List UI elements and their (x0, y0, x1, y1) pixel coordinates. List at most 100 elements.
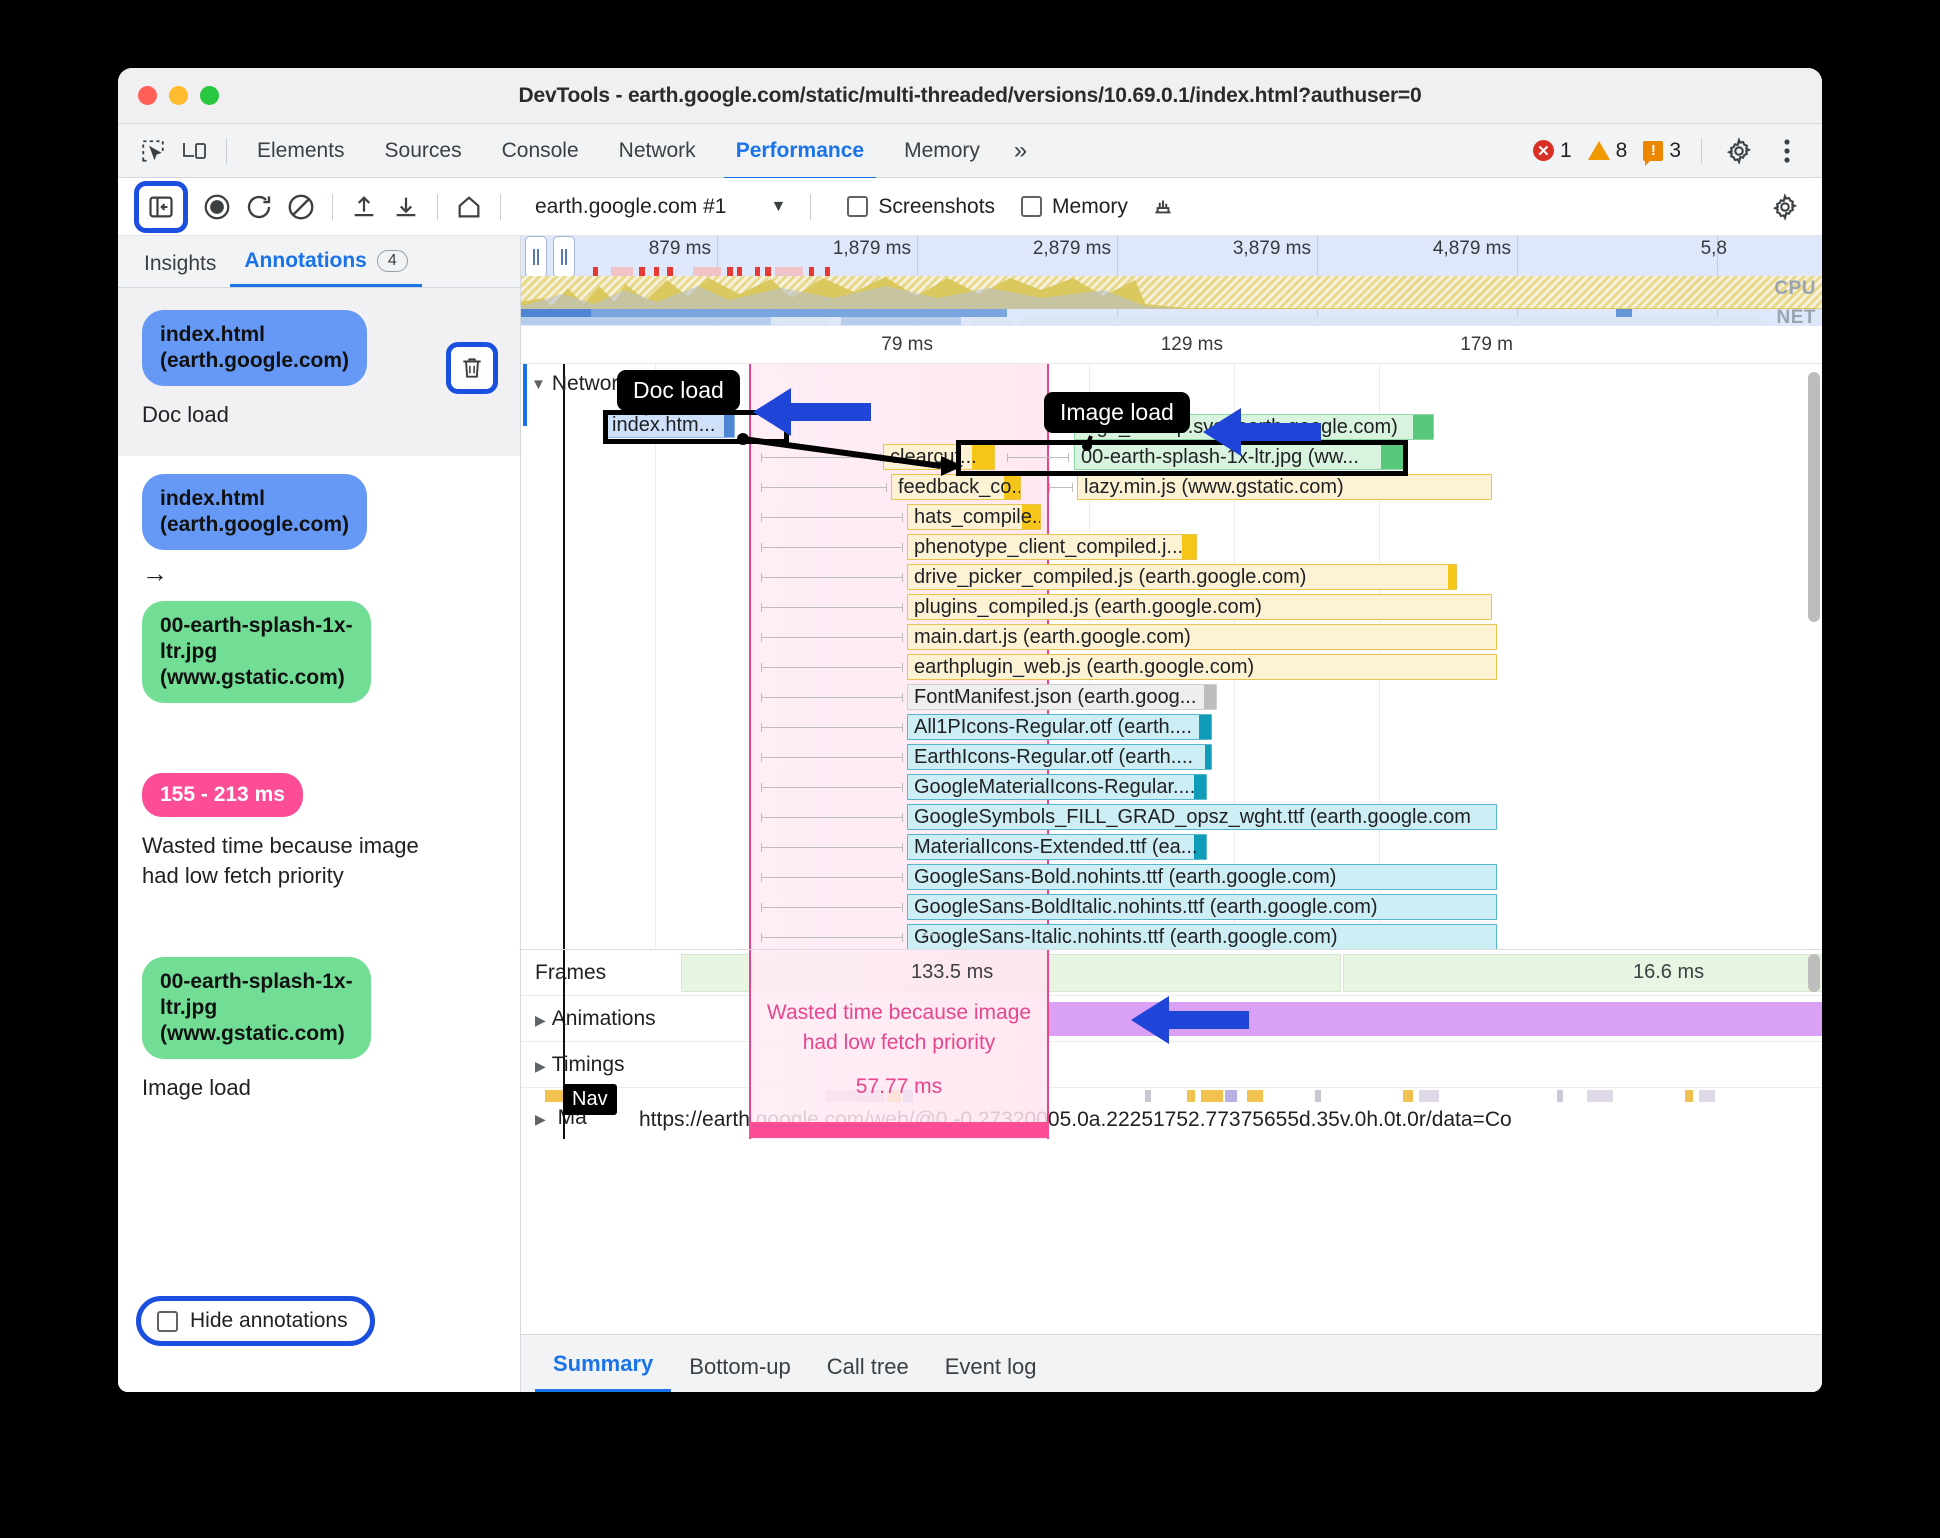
gear-icon[interactable] (1718, 131, 1760, 171)
toolbar-divider-4 (500, 193, 501, 220)
tab-event-log[interactable]: Event log (944, 1354, 1037, 1379)
screenshots-checkbox[interactable]: Screenshots (847, 195, 995, 219)
nav-marker-callout: Nav (563, 1084, 617, 1115)
request-download-tail (1413, 415, 1433, 439)
flame-chart-tracks[interactable]: ▼ Network index.htm... clearcut... 00-eart… (521, 364, 1822, 949)
kebab-menu-icon[interactable] (1766, 131, 1808, 171)
network-request-bar[interactable]: phenotype_client_compiled.j... (907, 534, 1197, 560)
main-thread-row[interactable]: Ma https://earth.google.com/web/@0,-0.27… (521, 1084, 1822, 1140)
tab-performance[interactable]: Performance (716, 135, 884, 167)
record-icon[interactable] (196, 187, 238, 227)
clear-icon[interactable] (280, 187, 322, 227)
overview-right-handle[interactable] (553, 236, 575, 278)
track-resize-handle[interactable]: ⋯ (921, 921, 945, 946)
tab-elements[interactable]: Elements (257, 138, 345, 162)
memory-checkbox[interactable]: Memory (1021, 195, 1128, 219)
upload-profile-icon[interactable] (343, 187, 385, 227)
marker-line-pink-1 (749, 364, 751, 949)
download-profile-icon[interactable] (385, 187, 427, 227)
network-request-bar[interactable]: GoogleSymbols_FILL_GRAD_opsz_wght.ttf (e… (907, 804, 1497, 830)
info-counter[interactable]: ! 3 (1643, 139, 1681, 166)
bottom-tracks: Frames 133.5 ms 16.6 ms Animations (521, 949, 1822, 1139)
request-whisker (761, 663, 903, 672)
info-icon: ! (1643, 140, 1664, 166)
flame-vertical-scrollbar[interactable] (1808, 372, 1820, 622)
performance-main-panel: 879 ms 1,879 ms 2,879 ms 3,879 ms 4,879 … (521, 236, 1822, 1392)
tab-console[interactable]: Console (501, 138, 579, 162)
network-request-bar[interactable]: MaterialIcons-Extended.ttf (ea... (907, 834, 1207, 860)
more-tabs-icon[interactable]: » (1013, 136, 1028, 164)
annotation-item-time-range[interactable]: 155 - 213 ms Wasted time because image h… (118, 729, 520, 917)
devtools-tabbar: Elements Sources Console Network Perform… (118, 124, 1822, 180)
device-toolbar-icon[interactable] (174, 131, 216, 171)
network-request-bar[interactable]: GoogleSans-Italic.nohints.ttf (earth.goo… (907, 924, 1497, 949)
network-request-bar[interactable]: lazy.min.js (www.gstatic.com) (1077, 474, 1492, 500)
warning-counter[interactable]: 8 (1587, 138, 1628, 163)
annotation-chip-index-html[interactable]: index.html (earth.google.com) (142, 310, 368, 387)
flame-tick-0: 79 ms (881, 334, 933, 355)
annotation-chip-splash-jpg-2[interactable]: 00-earth-splash-1x- ltr.jpg (www.gstatic… (142, 956, 371, 1060)
bottom-scrollbar[interactable] (1808, 954, 1820, 992)
tab-network[interactable]: Network (618, 138, 696, 162)
request-download-tail (1182, 535, 1196, 559)
sidebar-tab-annotations[interactable]: Annotations 4 (230, 249, 422, 287)
network-request-bar[interactable]: hats_compile... (907, 504, 1041, 530)
tab-sources[interactable]: Sources (384, 138, 462, 162)
trace-selector[interactable]: earth.google.com #1 ▼ (535, 195, 786, 219)
network-request-bar[interactable]: main.dart.js (earth.google.com) (907, 624, 1497, 650)
overview-left-handle[interactable] (525, 236, 547, 278)
timings-row[interactable]: Timings (521, 1042, 1822, 1088)
network-request-bar[interactable]: earthplugin_web.js (earth.google.com) (907, 654, 1497, 680)
doc-load-blue-arrow-icon (753, 388, 871, 436)
request-label: FontManifest.json (earth.goog... (914, 685, 1197, 708)
annotation-chip-splash-jpg[interactable]: 00-earth-splash-1x- ltr.jpg (www.gstatic… (142, 601, 371, 704)
capture-settings-gear-icon[interactable] (1764, 187, 1806, 227)
sidebar-tab-insights[interactable]: Insights (144, 252, 217, 275)
network-request-bar[interactable]: feedback_co... (891, 474, 1021, 500)
network-request-bar[interactable]: drive_picker_compiled.js (earth.google.c… (907, 564, 1457, 590)
time-range-selection-bottom[interactable] (749, 950, 1049, 1139)
tab-call-tree[interactable]: Call tree (826, 1354, 909, 1379)
reload-record-icon[interactable] (238, 187, 280, 227)
close-window-button[interactable] (138, 86, 157, 105)
network-group-header[interactable]: ▼ Network (531, 372, 629, 396)
request-download-tail (1194, 775, 1206, 799)
delete-annotation-button[interactable] (446, 342, 498, 394)
annotation-item-doc-load[interactable]: index.html (earth.google.com) Doc load (118, 288, 520, 456)
hide-annotations-checkbox[interactable]: Hide annotations (136, 1296, 375, 1346)
window-title: DevTools - earth.google.com/static/multi… (518, 83, 1422, 107)
request-whisker (761, 453, 881, 462)
doc-load-callout: Doc load (617, 370, 740, 411)
performance-toolbar: earth.google.com #1 ▼ Screenshots Memory (118, 178, 1822, 236)
maximize-window-button[interactable] (200, 86, 219, 105)
request-label: drive_picker_compiled.js (earth.google.c… (914, 565, 1307, 588)
frame-duration-1: 16.6 ms (1633, 961, 1705, 983)
tab-summary[interactable]: Summary (535, 1351, 672, 1392)
network-request-bar[interactable]: FontManifest.json (earth.goog... (907, 684, 1217, 710)
network-request-bar[interactable]: All1PIcons-Regular.otf (earth.... (907, 714, 1212, 740)
tab-bottom-up[interactable]: Bottom-up (689, 1354, 791, 1379)
network-request-bar[interactable]: GoogleSans-Bold.nohints.ttf (earth.googl… (907, 864, 1497, 890)
landing-page-icon[interactable] (448, 187, 490, 227)
network-request-bar[interactable]: plugins_compiled.js (earth.google.com) (907, 594, 1492, 620)
inspect-element-icon[interactable] (132, 131, 174, 171)
annotation-chip-time-range[interactable]: 155 - 213 ms (142, 773, 303, 818)
frame-block-short[interactable] (1343, 954, 1822, 992)
annotation-chip-index-html-2[interactable]: index.html (earth.google.com) (142, 473, 368, 551)
tab-memory[interactable]: Memory (904, 138, 980, 162)
network-request-bar[interactable]: GoogleSans-BoldItalic.nohints.ttf (earth… (907, 894, 1497, 920)
collect-garbage-icon[interactable] (1142, 187, 1184, 227)
error-counter[interactable]: ✕ 1 (1532, 139, 1572, 163)
request-whisker (761, 783, 903, 792)
timeline-overview[interactable]: 879 ms 1,879 ms 2,879 ms 3,879 ms 4,879 … (521, 236, 1822, 386)
annotation-item-image-load[interactable]: 00-earth-splash-1x- ltr.jpg (www.gstatic… (118, 917, 520, 1129)
sidebar-toggle-icon[interactable] (140, 187, 182, 227)
frames-row[interactable]: Frames 133.5 ms 16.6 ms (521, 950, 1822, 996)
warning-count: 8 (1615, 138, 1628, 162)
request-download-tail (1194, 835, 1206, 859)
annotation-item-link[interactable]: index.html (earth.google.com) → 00-earth… (118, 456, 520, 729)
network-request-bar[interactable]: EarthIcons-Regular.otf (earth.... (907, 744, 1212, 770)
animations-row[interactable]: Animations (521, 996, 1822, 1044)
minimize-window-button[interactable] (169, 86, 188, 105)
network-request-bar[interactable]: GoogleMaterialIcons-Regular.... (907, 774, 1207, 800)
